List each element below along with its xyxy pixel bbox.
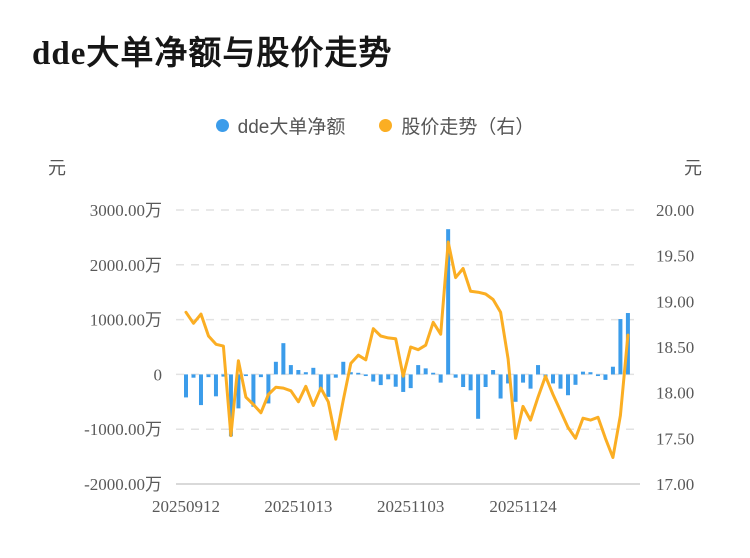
dde-net-bar	[588, 372, 593, 375]
dde-net-bar	[558, 374, 563, 389]
dde-net-bar	[521, 374, 526, 383]
right-axis-tick: 18.50	[656, 338, 694, 357]
left-axis-tick: 0	[154, 365, 163, 384]
dde-net-bar	[318, 374, 323, 391]
dde-net-bar	[408, 374, 413, 389]
dde-net-bar	[453, 374, 458, 378]
dde-net-bar	[251, 374, 256, 407]
legend-label-dde: dde大单净额	[237, 117, 346, 138]
dde-net-bar	[206, 374, 211, 378]
dde-net-bar	[378, 374, 383, 386]
legend-item-dde[interactable]: dde大单净额	[215, 112, 346, 139]
dde-net-bar	[468, 374, 473, 391]
dde-net-bar	[506, 374, 511, 384]
left-axis-tick: 2000.00万	[90, 256, 162, 275]
dde-net-bar	[618, 319, 623, 375]
dde-net-bar	[356, 372, 361, 375]
x-axis-tick: 20251103	[377, 497, 444, 516]
dde-net-bar	[281, 343, 286, 375]
dde-net-bar	[266, 374, 271, 404]
dde-net-bar	[565, 374, 570, 396]
dde-net-bar	[191, 374, 196, 378]
dde-net-bar	[213, 374, 218, 397]
left-axis-tick: 3000.00万	[90, 201, 162, 220]
dde-net-bar	[476, 374, 481, 419]
dde-net-bar	[333, 374, 338, 378]
right-axis-tick: 19.00	[656, 292, 694, 311]
dde-net-bar	[326, 374, 331, 397]
dde-net-bar	[288, 365, 293, 375]
legend-dot-orange-icon	[379, 119, 393, 132]
dde-net-bar	[461, 374, 466, 388]
dde-net-bar	[431, 372, 436, 375]
dde-net-bar	[483, 374, 488, 388]
chart-legend: dde大单净额 股价走势（右）	[0, 112, 750, 139]
dde-net-bar	[296, 370, 301, 375]
dde-net-bar	[573, 374, 578, 385]
x-axis-tick: 20251013	[264, 497, 332, 516]
dde-net-bar	[371, 374, 376, 382]
dde-net-bar	[393, 374, 398, 387]
legend-item-price[interactable]: 股价走势（右）	[379, 112, 534, 139]
dde-net-bar	[438, 374, 443, 383]
dde-net-bar	[551, 374, 556, 384]
right-axis-tick: 20.00	[656, 201, 694, 220]
dde-net-bar	[580, 371, 585, 375]
right-axis-tick: 17.50	[656, 429, 694, 448]
dde-net-bar	[513, 374, 518, 402]
dde-net-bar	[416, 365, 421, 375]
dde-net-bar	[528, 374, 533, 389]
dde-net-bar	[273, 361, 278, 375]
dde-net-bar	[595, 374, 600, 377]
dde-net-bar	[221, 374, 226, 377]
dde-net-bar	[258, 374, 263, 378]
dde-net-bar	[236, 374, 241, 409]
x-axis-tick: 20250912	[152, 497, 220, 516]
dde-net-bar	[446, 229, 451, 375]
right-axis-tick: 17.00	[656, 475, 694, 494]
dde-net-bar	[311, 367, 316, 375]
dde-net-bar	[610, 366, 615, 375]
dde-net-bar	[184, 374, 188, 398]
dde-net-bar	[348, 372, 353, 375]
dde-net-bar	[198, 374, 203, 406]
left-axis-tick: -2000.00万	[84, 475, 162, 494]
x-axis-tick: 20251124	[489, 497, 557, 516]
left-axis-tick: -1000.00万	[84, 420, 162, 439]
dde-net-bar	[243, 374, 248, 377]
dde-net-bar	[423, 368, 428, 375]
dde-net-bar	[603, 374, 608, 380]
right-axis-tick: 18.00	[656, 384, 694, 403]
left-axis-unit: 元	[48, 158, 66, 178]
dde-net-bar	[536, 365, 541, 375]
legend-label-price: 股价走势（右）	[401, 117, 535, 138]
dde-net-bar	[401, 374, 406, 392]
dde-net-bar	[498, 374, 503, 399]
right-axis-unit: 元	[684, 158, 702, 178]
dde-net-bar	[228, 374, 233, 437]
price-trend-line	[184, 240, 630, 459]
right-axis-tick: 19.50	[656, 247, 694, 266]
dde-net-bar	[491, 370, 496, 375]
dde-net-bar	[363, 374, 368, 377]
left-axis-tick: 1000.00万	[90, 311, 162, 330]
dde-net-bar	[303, 372, 308, 375]
dde-net-bar	[386, 374, 391, 380]
legend-dot-blue-icon	[215, 119, 229, 132]
dde-net-bar	[341, 361, 346, 375]
page-title: dde大单净额与股价走势	[32, 36, 393, 72]
